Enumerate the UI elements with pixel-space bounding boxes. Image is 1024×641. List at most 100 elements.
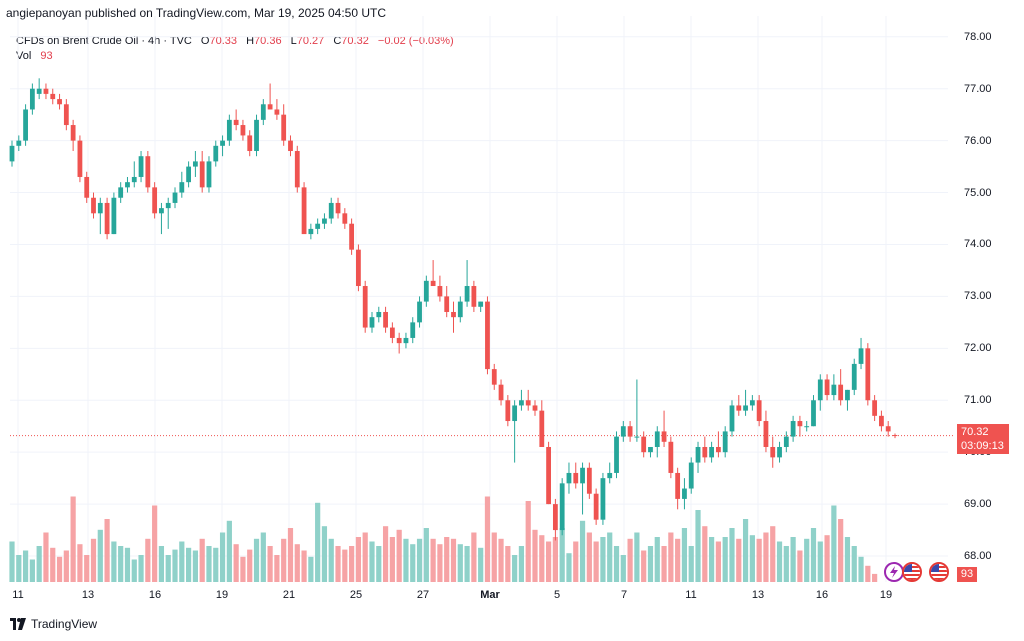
candle-body [668,441,674,473]
candle-body [763,421,769,447]
volume-bar [50,547,56,582]
volume-bar [437,544,443,582]
volume-bar [301,550,307,582]
volume-bar [281,538,287,582]
candle-body [505,400,511,422]
volume-bar [559,528,565,582]
volume-bar [29,559,35,582]
volume-bar [709,537,715,582]
candle-body [349,223,355,250]
candle-body [770,446,776,458]
time-tick-label: 21 [282,589,296,601]
volume-bar [804,538,810,582]
volume-bar [491,532,497,582]
time-tick-label: 5 [553,589,561,601]
candle-body [240,125,246,136]
volume-bar [471,532,477,582]
price-axis[interactable]: 78.00 77.00 76.00 75.00 74.00 73.00 72.00 71.00… [952,0,1024,590]
time-tick-label: 19 [215,589,229,601]
volume-bar [573,541,579,582]
volume-bar [749,535,755,582]
candle-body [145,156,151,188]
volume-bar [145,538,151,582]
lightning-icon[interactable] [884,562,904,582]
volume-bar [654,537,660,582]
candle-body [566,472,572,484]
candle-body [29,88,35,110]
volume-bar [233,544,239,582]
candle-body [213,145,219,162]
open-label: O [200,35,210,47]
volume-bar [484,496,491,582]
volume-bar [84,555,90,582]
volume-bar [607,532,613,582]
candle-body [573,472,579,484]
candle-body [491,369,497,385]
volume-bar [525,501,531,582]
footer-brand: TradingView [10,617,97,631]
candle-body [63,104,69,126]
volume-bar [219,532,226,582]
volume-bar [213,547,219,582]
candle-body [688,462,694,489]
volume-bar [715,541,721,582]
candle-body [437,286,443,297]
volume-bar [634,532,640,582]
candle-body [125,182,130,188]
volume-bar [478,547,484,582]
us-flag-icon[interactable] [902,562,922,582]
price-tick-label: 77.00 [964,82,992,95]
price-tick-label: 78.00 [964,30,992,43]
volume-bar [416,538,423,582]
volume-bar [36,546,42,582]
candle-body [749,400,755,406]
candle-body [498,384,504,401]
time-tick-label: 11 [12,589,24,601]
candle-body [892,435,898,437]
volume-label[interactable]: Vol [16,50,32,62]
time-tick-label: 7 [620,589,628,601]
volume-bar [681,528,688,582]
volume-bar [267,546,273,582]
volume-bar [797,550,803,582]
volume-bar [328,538,334,582]
candle-body [152,187,158,214]
volume-bar [579,520,586,582]
candle-body [315,223,321,229]
candle-body [247,135,253,152]
us-flag-icon[interactable] [929,562,949,582]
last-volume-tag: 93 [957,567,977,582]
volume-bar [376,546,382,582]
time-tick-label: 16 [815,589,829,601]
volume-bar [294,544,300,582]
candle-body [838,384,844,401]
candle-body [790,421,796,437]
volume-bar [539,535,545,582]
candle-body [9,145,15,162]
candle-body [84,176,90,198]
candle-body [471,286,477,307]
last-price: 70.32 [961,426,989,438]
candle-body [512,405,518,422]
volume-bar [600,537,606,582]
candle-body [70,125,76,141]
candle-body [716,446,721,453]
candle-body [50,93,56,100]
volume-bar [321,526,328,582]
volume-bar [16,555,22,582]
candle-body [885,426,891,432]
instrument-name[interactable]: CFDs on Brent Crude Oil · 4h · TVC [16,35,192,47]
volume-bar [736,538,742,582]
candle-body [131,176,137,183]
candle-body [532,405,538,411]
volume-bar [260,532,266,582]
volume-bar [342,549,348,582]
volume-bar [152,505,158,582]
volume-bar [545,541,552,582]
volume-bar [172,549,178,582]
volume-bar [620,555,626,582]
candle-body [464,286,470,302]
candle-body [57,99,62,105]
price-tick-label: 71.00 [964,394,992,407]
